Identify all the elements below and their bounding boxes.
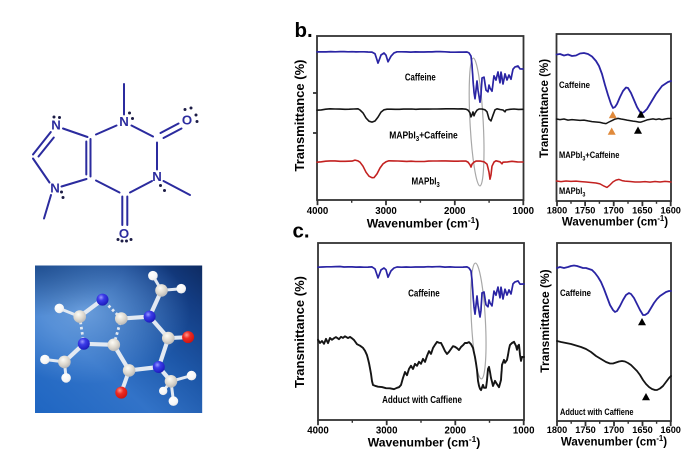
svg-text:MAPbI3: MAPbI3 — [559, 185, 586, 199]
svg-text:N: N — [119, 114, 129, 129]
svg-text:Wavenumber (cm-1): Wavenumber (cm-1) — [368, 434, 481, 450]
svg-text:N: N — [50, 181, 60, 196]
svg-text:1700: 1700 — [604, 425, 624, 435]
svg-text:Caffeine: Caffeine — [560, 287, 591, 298]
svg-text:1800: 1800 — [547, 425, 567, 435]
svg-text:1750: 1750 — [575, 425, 595, 435]
svg-text:1650: 1650 — [632, 425, 652, 435]
svg-text:Wavenumber (cm-1): Wavenumber (cm-1) — [367, 215, 480, 231]
svg-text:1800: 1800 — [547, 206, 567, 216]
svg-text:1750: 1750 — [575, 206, 595, 216]
svg-text:1000: 1000 — [513, 426, 535, 437]
svg-text:Wavenumber (cm-1): Wavenumber (cm-1) — [561, 434, 667, 448]
svg-text:1700: 1700 — [603, 206, 623, 216]
svg-text:Transmittance (%): Transmittance (%) — [292, 60, 307, 172]
svg-text:Transmittance (%): Transmittance (%) — [292, 276, 307, 388]
svg-text:Caffeine: Caffeine — [405, 72, 436, 83]
svg-text:3000: 3000 — [376, 426, 398, 437]
svg-text:MAPbI3: MAPbI3 — [411, 176, 440, 190]
svg-text:O: O — [119, 226, 129, 241]
svg-text:1600: 1600 — [660, 425, 680, 435]
svg-text:3000: 3000 — [375, 206, 397, 217]
svg-text:b.: b. — [295, 19, 313, 42]
svg-text:2000: 2000 — [445, 426, 467, 437]
svg-text:1600: 1600 — [660, 206, 680, 216]
svg-text:Caffeine: Caffeine — [408, 288, 440, 299]
svg-text:N: N — [152, 169, 162, 184]
svg-text:MAPbI3+Caffeine: MAPbI3+Caffeine — [389, 130, 458, 143]
svg-text:O: O — [182, 113, 192, 128]
svg-text:1000: 1000 — [513, 206, 535, 217]
svg-text:Adduct with Caffiene: Adduct with Caffiene — [382, 394, 462, 405]
svg-text:4000: 4000 — [307, 426, 329, 437]
svg-text:1650: 1650 — [632, 206, 652, 216]
svg-text:Caffeine: Caffeine — [559, 79, 590, 90]
svg-text:2000: 2000 — [444, 206, 466, 217]
svg-text:Transmittance (%): Transmittance (%) — [539, 59, 551, 158]
svg-text:Adduct with Caffiene: Adduct with Caffiene — [560, 406, 634, 417]
svg-text:Wavenumber (cm-1): Wavenumber (cm-1) — [562, 214, 668, 228]
svg-text:c.: c. — [293, 220, 310, 243]
svg-text:4000: 4000 — [307, 206, 329, 217]
svg-text:Transmittance (%): Transmittance (%) — [538, 269, 552, 372]
svg-text:N: N — [51, 118, 61, 133]
svg-text:MAPbI3+Caffeine: MAPbI3+Caffeine — [559, 149, 620, 163]
